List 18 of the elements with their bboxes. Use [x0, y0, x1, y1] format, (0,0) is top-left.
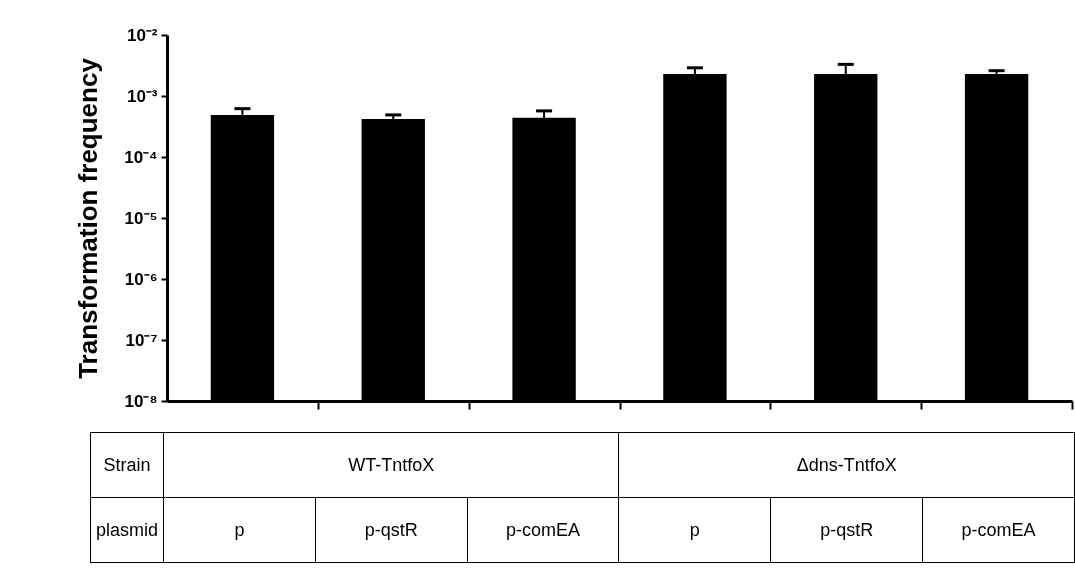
x-tick-label: p-qstR: [770, 497, 923, 563]
y-tick-label: 10⁻³: [126, 86, 158, 106]
x-tick-label: p-comEA: [467, 497, 619, 563]
y-tick-label: 10⁻⁸: [124, 391, 158, 411]
text: Δdns-TntfoX: [618, 432, 1075, 498]
y-tick-label: 10⁻⁵: [124, 208, 158, 228]
x-tick-label: p: [618, 497, 771, 563]
y-tick-label: 10⁻²: [126, 25, 158, 45]
x-tick-label: p-qstR: [315, 497, 468, 563]
y-tick-label: 10⁻⁶: [124, 269, 158, 289]
text: Strain: [90, 432, 164, 498]
text: WT-TntfoX: [163, 432, 619, 498]
y-tick-label: 10⁻⁷: [125, 330, 158, 350]
text: plasmid: [90, 497, 164, 563]
y-axis-title: Transformation frequency: [73, 57, 104, 379]
x-tick-label: p-comEA: [922, 497, 1075, 563]
y-tick-label: 10⁻⁴: [124, 147, 158, 167]
x-tick-label: p: [163, 497, 316, 563]
